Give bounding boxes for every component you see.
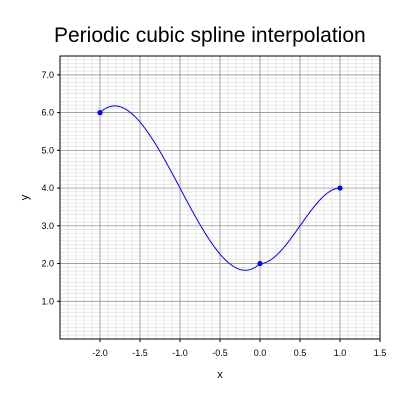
x-tick-label: 0.0 (254, 348, 267, 358)
knot-points (97, 110, 343, 267)
y-axis-label: y (19, 194, 31, 200)
x-axis: -2.0 -1.5 -1.0 -0.5 0.0 0.5 1.0 1.5 (92, 339, 386, 358)
x-tick-label: 1.0 (334, 348, 347, 358)
knot-point (337, 185, 343, 191)
y-tick-label: 1.0 (41, 296, 54, 306)
x-tick-label: -0.5 (212, 348, 228, 358)
spline-curve-line (99, 105, 341, 271)
knot-point (257, 260, 263, 267)
x-tick-label: -1.0 (172, 348, 188, 358)
y-tick-label: 5.0 (41, 145, 54, 155)
y-tick-label: 2.0 (41, 259, 54, 269)
y-tick-label: 4.0 (41, 183, 54, 193)
y-tick-label: 6.0 (41, 108, 54, 118)
x-tick-label: -2.0 (92, 348, 108, 358)
x-axis-label: x (217, 369, 223, 381)
x-tick-label: 0.5 (294, 348, 307, 358)
x-tick-label: 1.5 (374, 348, 387, 358)
knot-point (97, 110, 103, 116)
y-tick-label: 7.0 (41, 70, 54, 80)
major-grid (60, 56, 381, 339)
y-tick-label: 3.0 (41, 221, 54, 231)
y-axis: 1.0 2.0 3.0 4.0 5.0 6.0 7.0 (41, 70, 60, 306)
chart-title: Periodic cubic spline interpolation (54, 24, 366, 47)
x-tick-label: -1.5 (132, 348, 148, 358)
